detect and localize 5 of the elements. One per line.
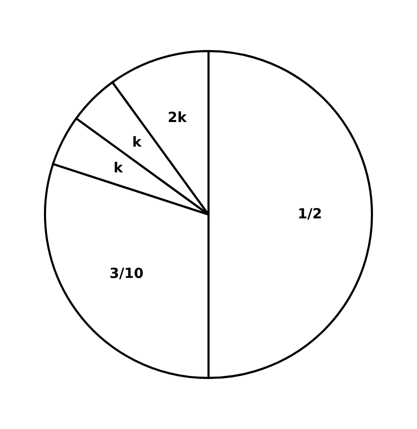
slice-label: 2k [168,111,187,122]
slice-label: k [133,136,142,147]
slice-label: 3/10 [110,268,143,280]
slice-label: 1/2 [299,208,321,220]
slice-label: k [114,162,124,172]
